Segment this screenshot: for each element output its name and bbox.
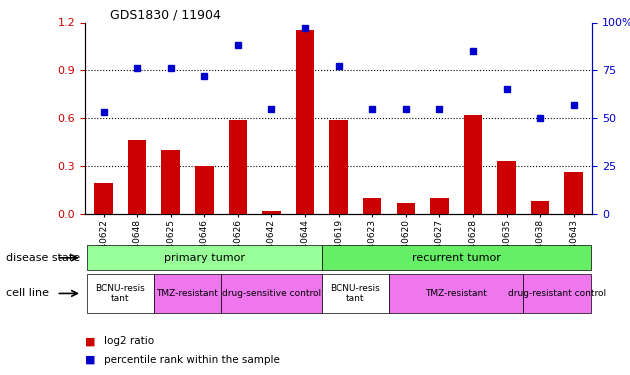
Bar [87, 274, 154, 313]
Bar [229, 120, 247, 214]
Bar [524, 274, 590, 313]
Text: TMZ-resistant: TMZ-resistant [425, 289, 487, 298]
Bar [296, 30, 314, 214]
Bar [564, 172, 583, 214]
Text: percentile rank within the sample: percentile rank within the sample [104, 355, 280, 365]
Text: BCNU-resis
tant: BCNU-resis tant [95, 284, 145, 303]
Bar [94, 183, 113, 214]
Bar [195, 166, 214, 214]
Bar [322, 274, 389, 313]
Bar [396, 202, 415, 214]
Text: drug-sensitive control: drug-sensitive control [222, 289, 321, 298]
Text: primary tumor: primary tumor [164, 253, 245, 263]
Bar [87, 245, 322, 270]
Bar [363, 198, 381, 214]
Text: ■: ■ [85, 336, 96, 346]
Bar [430, 198, 449, 214]
Bar [531, 201, 549, 214]
Bar [464, 115, 482, 214]
Bar [221, 274, 322, 313]
Bar [329, 120, 348, 214]
Bar [322, 245, 590, 270]
Text: GDS1830 / 11904: GDS1830 / 11904 [110, 8, 221, 21]
Text: drug-resistant control: drug-resistant control [508, 289, 606, 298]
Bar [262, 211, 281, 214]
Text: recurrent tumor: recurrent tumor [412, 253, 501, 263]
Text: BCNU-resis
tant: BCNU-resis tant [331, 284, 381, 303]
Text: log2 ratio: log2 ratio [104, 336, 154, 346]
Text: TMZ-resistant: TMZ-resistant [156, 289, 219, 298]
Bar [128, 141, 146, 214]
Bar [161, 150, 180, 214]
Bar [389, 274, 524, 313]
Bar [497, 161, 516, 214]
Text: disease state: disease state [6, 253, 81, 263]
Text: ■: ■ [85, 355, 96, 365]
Bar [154, 274, 221, 313]
Text: cell line: cell line [6, 288, 49, 298]
